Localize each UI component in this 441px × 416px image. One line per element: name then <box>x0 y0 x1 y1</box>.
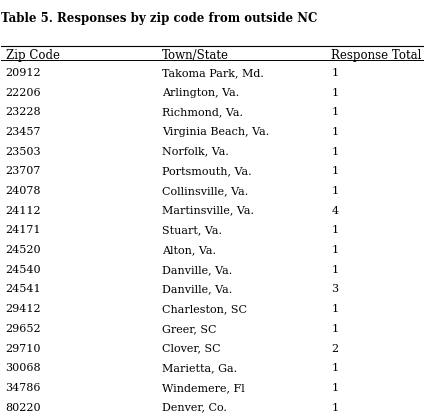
Text: 1: 1 <box>331 186 339 196</box>
Text: Virginia Beach, Va.: Virginia Beach, Va. <box>162 127 269 137</box>
Text: 3: 3 <box>331 285 339 295</box>
Text: Norfolk, Va.: Norfolk, Va. <box>162 146 229 157</box>
Text: 24541: 24541 <box>6 285 41 295</box>
Text: Table 5. Responses by zip code from outside NC: Table 5. Responses by zip code from outs… <box>1 12 318 25</box>
Text: Collinsville, Va.: Collinsville, Va. <box>162 186 248 196</box>
Text: 1: 1 <box>331 265 339 275</box>
Text: 24171: 24171 <box>6 225 41 235</box>
Text: 29652: 29652 <box>6 324 41 334</box>
Text: 1: 1 <box>331 68 339 78</box>
Text: Richmond, Va.: Richmond, Va. <box>162 107 243 117</box>
Text: Danville, Va.: Danville, Va. <box>162 285 232 295</box>
Text: 24078: 24078 <box>6 186 41 196</box>
Text: Clover, SC: Clover, SC <box>162 344 221 354</box>
Text: Response Total: Response Total <box>331 49 422 62</box>
Text: 24112: 24112 <box>6 206 41 216</box>
Text: 29710: 29710 <box>6 344 41 354</box>
Text: 1: 1 <box>331 363 339 373</box>
Text: 23457: 23457 <box>6 127 41 137</box>
Text: 29412: 29412 <box>6 304 41 314</box>
Text: 30068: 30068 <box>6 363 41 373</box>
Text: Charleston, SC: Charleston, SC <box>162 304 247 314</box>
Text: 24540: 24540 <box>6 265 41 275</box>
Text: Town/State: Town/State <box>162 49 229 62</box>
Text: Stuart, Va.: Stuart, Va. <box>162 225 222 235</box>
Text: Portsmouth, Va.: Portsmouth, Va. <box>162 166 252 176</box>
Text: Denver, Co.: Denver, Co. <box>162 403 227 413</box>
Text: Alton, Va.: Alton, Va. <box>162 245 216 255</box>
Text: 1: 1 <box>331 146 339 157</box>
Text: 1: 1 <box>331 383 339 393</box>
Text: 24520: 24520 <box>6 245 41 255</box>
Text: 1: 1 <box>331 166 339 176</box>
Text: 2: 2 <box>331 344 339 354</box>
Text: 1: 1 <box>331 245 339 255</box>
Text: Takoma Park, Md.: Takoma Park, Md. <box>162 68 264 78</box>
Text: 1: 1 <box>331 127 339 137</box>
Text: 34786: 34786 <box>6 383 41 393</box>
Text: 1: 1 <box>331 107 339 117</box>
Text: Arlington, Va.: Arlington, Va. <box>162 87 239 97</box>
Text: Greer, SC: Greer, SC <box>162 324 217 334</box>
Text: 23503: 23503 <box>6 146 41 157</box>
Text: Zip Code: Zip Code <box>6 49 60 62</box>
Text: 23228: 23228 <box>6 107 41 117</box>
Text: 23707: 23707 <box>6 166 41 176</box>
Text: 4: 4 <box>331 206 339 216</box>
Text: Danville, Va.: Danville, Va. <box>162 265 232 275</box>
Text: 20912: 20912 <box>6 68 41 78</box>
Text: 1: 1 <box>331 87 339 97</box>
Text: 1: 1 <box>331 304 339 314</box>
Text: Marietta, Ga.: Marietta, Ga. <box>162 363 237 373</box>
Text: 1: 1 <box>331 225 339 235</box>
Text: 80220: 80220 <box>6 403 41 413</box>
Text: 1: 1 <box>331 403 339 413</box>
Text: Martinsville, Va.: Martinsville, Va. <box>162 206 254 216</box>
Text: 1: 1 <box>331 324 339 334</box>
Text: 22206: 22206 <box>6 87 41 97</box>
Text: Windemere, Fl: Windemere, Fl <box>162 383 245 393</box>
